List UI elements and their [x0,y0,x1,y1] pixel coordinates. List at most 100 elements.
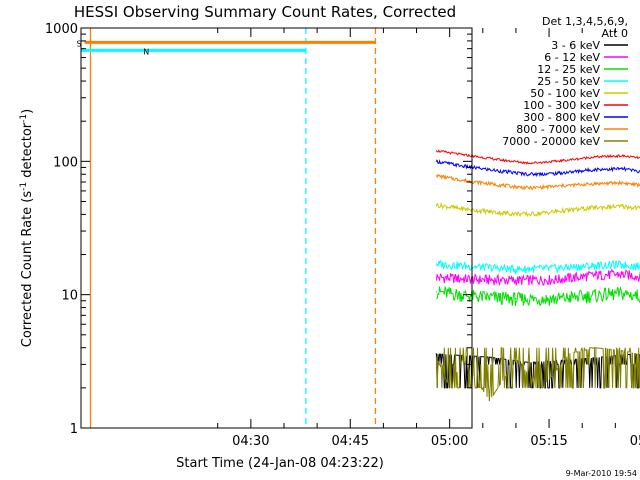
data-point [621,350,623,352]
data-point [594,294,597,296]
series-line [435,346,640,401]
x-tick-label: 05:15 [530,434,567,449]
data-point [475,266,477,268]
data-point [594,347,597,349]
series-300-800-kev [435,159,640,178]
series-800-7000-kev [435,173,640,191]
data-point [555,278,557,281]
x-tick-label: 05:00 [431,434,468,449]
series-line [436,285,640,307]
x-tick-label: 04:45 [332,434,369,449]
data-point [621,155,623,157]
data-point [462,358,464,360]
legend-entry: 25 - 50 keV [537,75,600,88]
data-point [515,268,517,270]
data-point [449,387,451,389]
data-point [502,170,504,172]
data-point [621,292,623,295]
series-line [436,149,640,165]
data-point [555,298,557,300]
y-tick-label: 100 [53,155,78,170]
marker-layer: SN [77,28,377,428]
data-point [462,154,464,156]
tick-layer: 110100100004:3004:4505:0005:1505:3005:45… [45,22,640,449]
legend-entry: 7000 - 20000 keV [502,135,600,148]
data-point [435,276,437,278]
series-12-25-kev [435,285,640,307]
data-point [594,168,597,170]
data-point [435,150,437,152]
data-point [555,211,557,213]
data-point [462,179,464,181]
timestamp: 9-Mar-2010 19:54 [566,469,637,478]
data-point [435,263,437,265]
y-tick-label: 10 [61,289,78,304]
y-axis-label: Corrected Count Rate (s-1 detector-1) [19,109,35,347]
data-point [621,182,623,184]
data-point [515,279,517,281]
legend-entry: 300 - 800 keV [523,111,600,124]
data-point [528,187,530,189]
legend-header: Att 0 [602,27,628,40]
data-point [541,387,544,389]
data-point [555,160,557,162]
plot-frame [80,27,473,429]
data-point [488,400,490,402]
data-point [515,360,517,362]
data-point [502,184,504,186]
legend-header: Det 1,3,4,5,6,9, [542,15,628,28]
data-point [594,156,597,158]
data-point [488,356,490,358]
y-tick-label: 1 [70,422,78,437]
x-tick-label: 05:30 [630,434,640,449]
flag-label: S [77,39,82,48]
series-line [435,259,640,276]
series-25-50-kev [435,259,640,276]
data-point [528,213,530,215]
data-point [502,212,504,214]
data-point [435,160,437,162]
data-point [594,183,597,185]
chart-title: HESSI Observing Summary Count Rates, Cor… [74,3,456,21]
data-point [621,264,623,266]
series-line [435,353,640,389]
data-point [502,159,504,161]
data-point [621,273,623,275]
data-point [435,175,437,177]
data-point [475,278,477,281]
legend-entry: 6 - 12 keV [544,51,600,64]
data-point [435,353,437,355]
data-point [594,274,597,276]
series-layer [435,149,640,402]
data-point [515,298,517,300]
data-point [555,172,557,175]
data-point [621,205,623,207]
series-100-300-kev [435,149,640,165]
data-point [462,208,464,210]
series-line [436,159,640,178]
data-point [568,353,570,355]
legend-entry: 3 - 6 keV [551,39,600,52]
x-tick-label: 04:30 [232,434,269,449]
flag-label: N [143,47,149,56]
series-7000-20000-kev [435,346,640,402]
plot-area: SN 110100100004:3004:4505:0005:1505:3005… [45,22,640,449]
data-point [435,291,437,293]
y-tick-label: 1000 [45,22,78,37]
data-point [475,295,477,297]
legend-entry: 800 - 7000 keV [516,123,600,136]
x-axis-label: Start Time (24-Jan-08 04:23:22) [176,456,384,471]
data-point [528,173,530,175]
series-50-100-kev [435,201,640,218]
data-point [435,356,437,358]
data-point [594,265,597,267]
data-point [555,185,557,187]
data-point [621,168,623,170]
legend-entry: 100 - 300 keV [523,99,600,112]
data-point [435,204,437,206]
series-line [435,268,640,287]
data-point [555,267,557,269]
data-point [462,165,464,167]
